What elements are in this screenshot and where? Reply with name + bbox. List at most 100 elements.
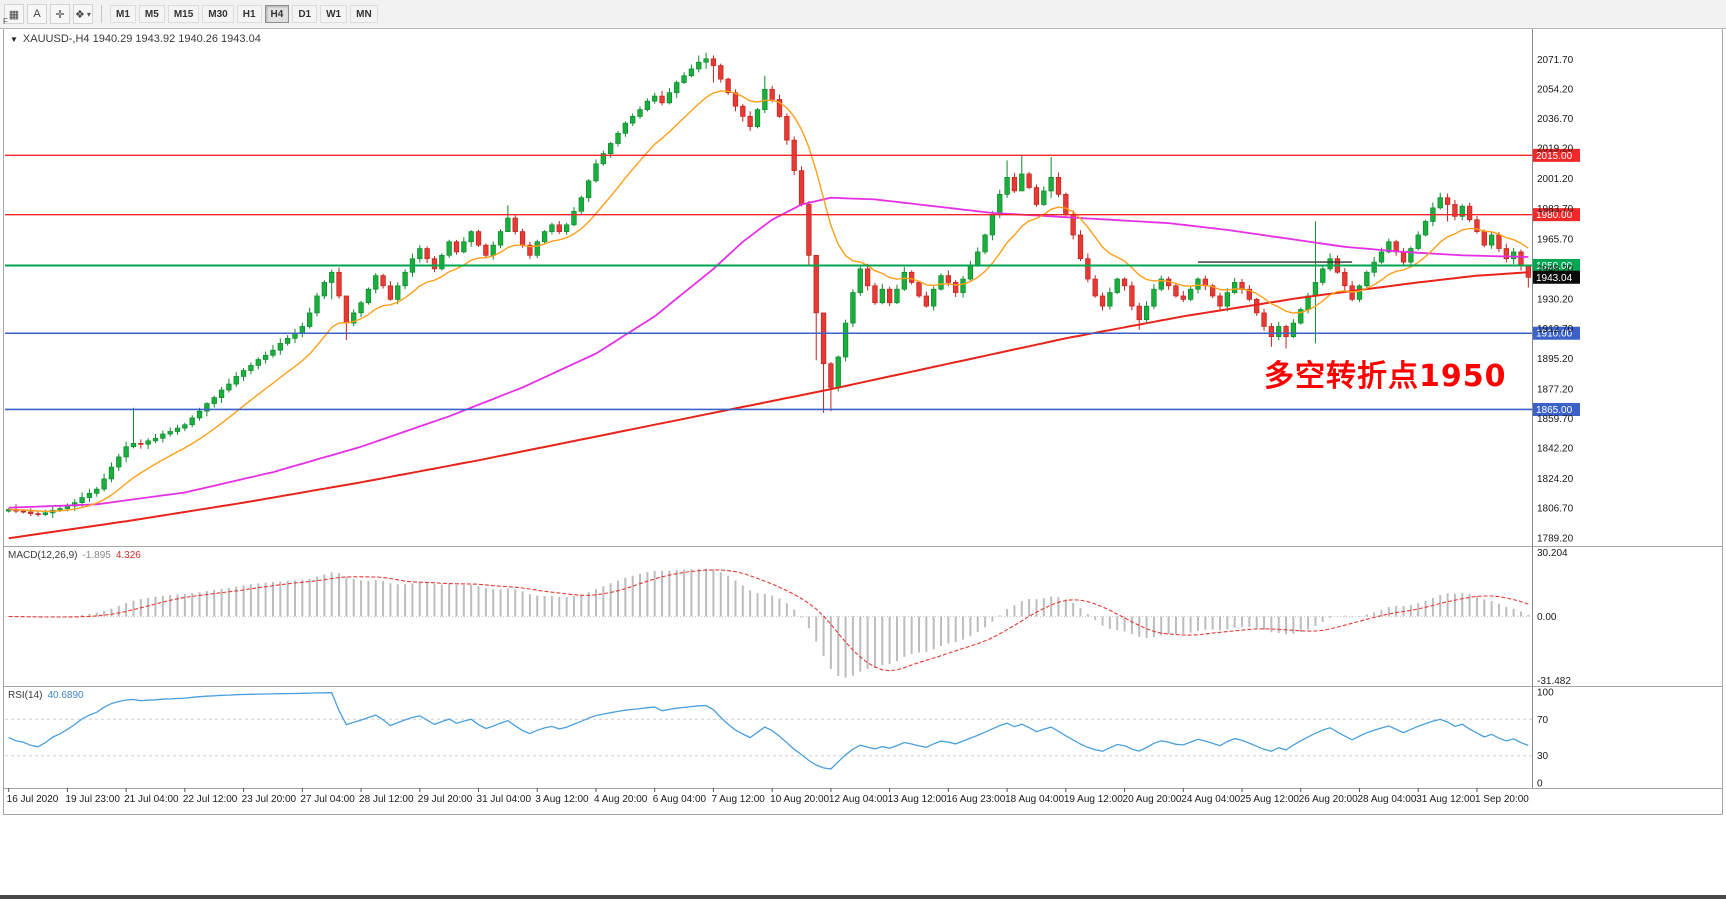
candle-body xyxy=(1342,271,1348,287)
candle-body xyxy=(886,288,893,304)
macd-histogram-bar xyxy=(1424,600,1427,617)
macd-histogram-bar xyxy=(293,580,296,617)
macd-histogram-bar xyxy=(528,594,531,617)
level-price-tag-text: 1865.00 xyxy=(1536,405,1573,416)
ma-fast-line xyxy=(8,90,1529,513)
macd-histogram-bar xyxy=(940,616,943,646)
macd-histogram-bar xyxy=(815,616,818,642)
candle-body xyxy=(718,65,724,80)
candle-body xyxy=(1019,173,1025,192)
candle-body xyxy=(1004,177,1010,195)
f-label: F xyxy=(3,17,8,26)
macd-histogram-bar xyxy=(110,608,113,617)
candle-body xyxy=(1092,278,1098,297)
candle-body xyxy=(916,282,922,297)
macd-histogram-bar xyxy=(917,616,920,653)
timeframe-button-h1[interactable]: H1 xyxy=(236,5,262,23)
macd-histogram-bar xyxy=(624,577,627,617)
candle-body xyxy=(424,248,430,260)
candle-body xyxy=(1312,282,1319,297)
candle-body xyxy=(637,109,643,117)
timeframe-button-m30[interactable]: M30 xyxy=(202,5,234,23)
macd-histogram-bar xyxy=(763,593,766,617)
candle-body xyxy=(395,285,401,300)
candle-body xyxy=(483,244,489,256)
candle-body xyxy=(130,443,137,448)
macd-histogram-bar xyxy=(837,616,840,676)
macd-histogram-bar xyxy=(198,592,201,617)
candle-body xyxy=(938,275,944,290)
macd-histogram-bar xyxy=(154,596,157,617)
macd-histogram-bar xyxy=(1248,616,1251,627)
time-axis: 16 Jul 2020 19 Jul 23:00 21 Jul 04:00 22 Ju… xyxy=(7,788,1529,805)
macd-histogram-bar xyxy=(991,616,994,622)
candle-body xyxy=(1121,278,1128,287)
candle-body xyxy=(1136,305,1142,321)
chart-grid-button[interactable]: ▦ xyxy=(4,4,24,24)
objects-tool-button[interactable]: ❖ ▾ xyxy=(73,4,93,24)
time-axis-label: 31 Aug 12:00 xyxy=(1416,794,1475,805)
timeframe-button-w1[interactable]: W1 xyxy=(320,5,348,23)
candle-body xyxy=(630,116,636,124)
candle-body xyxy=(417,248,423,260)
time-axis-label: 28 Aug 04:00 xyxy=(1357,794,1416,805)
macd-histogram-bar xyxy=(807,616,810,629)
candle-body xyxy=(989,214,996,236)
macd-histogram-bar xyxy=(1505,606,1508,617)
candle-body xyxy=(1408,248,1414,263)
candle-body xyxy=(725,78,731,94)
macd-histogram-bar xyxy=(1439,594,1442,617)
candle-body xyxy=(519,231,526,246)
timeframe-button-m15[interactable]: M15 xyxy=(167,5,200,23)
candle-body xyxy=(835,356,841,388)
price-axis-label: 1948.20 xyxy=(1537,264,1574,275)
price-axis-label: 1965.70 xyxy=(1537,234,1574,245)
candle-body xyxy=(1298,309,1304,324)
collapse-icon[interactable]: ▼ xyxy=(10,34,18,44)
candle-body xyxy=(233,376,239,385)
rsi-axis-label: 0 xyxy=(1537,779,1543,790)
macd-histogram-bar xyxy=(873,616,876,668)
moving-averages xyxy=(8,90,1529,540)
candle-body xyxy=(1510,251,1517,260)
macd-histogram-bar xyxy=(793,609,796,617)
candle-body xyxy=(1422,221,1429,236)
timeframe-button-h4[interactable]: H4 xyxy=(264,5,290,23)
timeframe-button-d1[interactable]: D1 xyxy=(292,5,318,23)
time-axis-label: 22 Jul 12:00 xyxy=(183,794,238,805)
candle-body xyxy=(226,383,232,391)
candle-body xyxy=(1063,193,1069,216)
time-axis-label: 23 Jul 20:00 xyxy=(242,794,297,805)
time-axis-label: 26 Aug 20:00 xyxy=(1299,794,1358,805)
macd-histogram-bar xyxy=(558,596,561,617)
candle-body xyxy=(358,302,364,314)
time-axis-label: 6 Aug 04:00 xyxy=(653,794,707,805)
text-tool-button[interactable]: A xyxy=(27,4,47,24)
chart-title-row: ▼ XAUUSD-,H4 1940.29 1943.92 1940.26 194… xyxy=(10,33,261,45)
current-price-tag xyxy=(1533,270,1580,284)
macd-histogram-bar xyxy=(602,586,605,617)
macd-histogram-bar xyxy=(308,578,311,617)
candle-body xyxy=(204,403,210,412)
macd-histogram-bar xyxy=(1174,616,1177,634)
candle-body xyxy=(813,254,819,314)
candle-body xyxy=(138,443,144,445)
macd-histogram-bar xyxy=(205,591,208,617)
timeframe-button-m5[interactable]: M5 xyxy=(138,5,165,23)
candle-body xyxy=(329,271,335,283)
candle-body xyxy=(894,288,900,304)
macd-histogram-bar xyxy=(1211,616,1214,630)
candle-body xyxy=(798,170,805,205)
macd-histogram-bar xyxy=(418,582,421,617)
timeframe-button-m1[interactable]: M1 xyxy=(110,5,136,23)
candle-body xyxy=(468,231,474,243)
candle-body xyxy=(1114,278,1120,293)
time-axis-label: 13 Aug 12:00 xyxy=(888,794,947,805)
macd-histogram-bar xyxy=(910,616,913,655)
candle-body xyxy=(1129,285,1135,307)
crosshair-tool-button[interactable]: ✛ xyxy=(50,4,70,24)
macd-histogram-bar xyxy=(242,585,245,617)
timeframe-button-mn[interactable]: MN xyxy=(350,5,378,23)
